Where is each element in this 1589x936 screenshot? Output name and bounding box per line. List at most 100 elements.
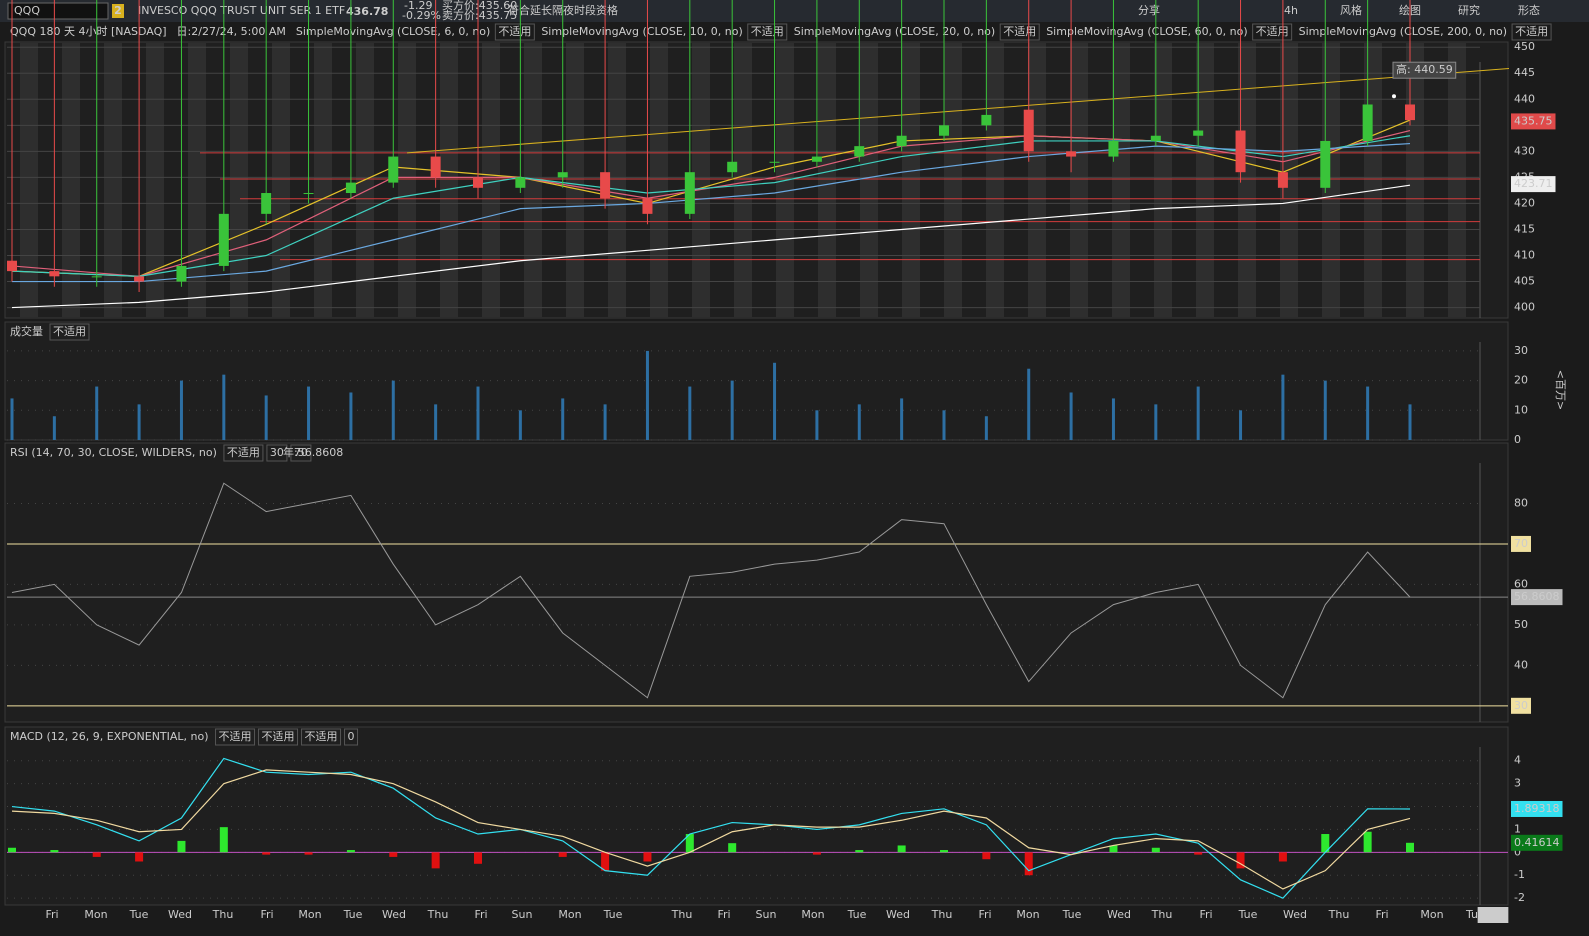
session-shade xyxy=(440,43,458,317)
reference-tag: 30 xyxy=(1514,699,1528,712)
session-shade xyxy=(902,43,920,317)
volume-bar xyxy=(1239,410,1243,440)
change: -1.29 xyxy=(404,0,432,12)
legend-zero: 0 xyxy=(348,730,355,743)
legend-na-box xyxy=(215,728,256,746)
candle-body xyxy=(727,161,738,173)
session-shade xyxy=(314,43,332,317)
candle-body xyxy=(981,114,992,126)
legend-na-box xyxy=(223,444,264,462)
x-tick-label: Mon xyxy=(84,908,107,921)
y-tick-label: 30 xyxy=(1514,344,1528,357)
x-tick-label: Thu xyxy=(671,908,693,921)
legend-item: SimpleMovingAvg (CLOSE, 200, 0, no) xyxy=(1299,25,1507,38)
volume-bar xyxy=(95,386,99,440)
high-marker xyxy=(1392,94,1396,99)
legend-year: 年:56.8608 xyxy=(283,445,343,459)
volume-bar xyxy=(1281,374,1285,440)
reference-tag: 70 xyxy=(1514,537,1528,550)
hist-tag-box xyxy=(1511,834,1563,851)
candle-body xyxy=(1193,130,1204,136)
candle-body xyxy=(1235,130,1246,173)
histogram-bar xyxy=(897,845,906,853)
macd-line xyxy=(11,757,1411,899)
candle-body xyxy=(684,172,695,214)
histogram-bar xyxy=(601,852,610,871)
time-cursor: 5:00 xyxy=(1481,908,1506,921)
y-tick-label: 430 xyxy=(1514,144,1535,157)
date-label: 日:2/27/24, 5:00 AM xyxy=(177,25,286,38)
volume-bar xyxy=(10,398,14,440)
candle-body xyxy=(218,213,229,266)
legend-na-box xyxy=(1511,23,1552,41)
x-tick-label: Tue xyxy=(1238,908,1258,921)
candle-body xyxy=(261,193,272,214)
candle-body xyxy=(515,177,526,188)
toolbar-button[interactable]: 研究 xyxy=(1458,3,1480,17)
x-tick-label: Mon xyxy=(1016,908,1039,921)
volume-bar xyxy=(391,380,395,440)
session-shade xyxy=(1448,43,1466,317)
histogram-bar xyxy=(1363,831,1372,853)
x-tick-label: Fri xyxy=(45,908,58,921)
x-tick-label: Wed xyxy=(168,908,192,921)
y-tick-label: 415 xyxy=(1514,222,1535,235)
legend-na: 不适用 xyxy=(305,730,338,743)
macd-line xyxy=(11,769,1411,890)
volume-bar xyxy=(1154,404,1158,440)
volume-bar xyxy=(349,392,353,440)
symbol-box[interactable] xyxy=(7,2,109,20)
y-tick-label: 4 xyxy=(1514,754,1521,767)
y-tick-label: 40 xyxy=(1514,658,1528,671)
histogram-bar xyxy=(219,827,228,853)
legend-na: 不适用 xyxy=(227,446,260,459)
histogram-bar xyxy=(1151,847,1160,853)
volume-bar xyxy=(222,374,226,440)
toolbar xyxy=(0,0,1589,22)
session-shade xyxy=(1406,43,1424,317)
legend-zero-box xyxy=(344,728,359,746)
x-tick-label: Wed xyxy=(1283,908,1307,921)
volume-bar xyxy=(434,404,438,440)
x-tick-label: Fri xyxy=(260,908,273,921)
y-tick-label: 50 xyxy=(1514,618,1528,631)
y-tick-label: 10 xyxy=(1514,403,1528,416)
symbol: QQQ xyxy=(14,4,40,17)
x-tick-label: Thu xyxy=(1328,908,1350,921)
candle-body xyxy=(1277,172,1288,188)
y-tick-label: 410 xyxy=(1514,249,1535,262)
volume-bar xyxy=(900,398,904,440)
legend-title: MACD (12, 26, 9, EXPONENTIAL, no) xyxy=(10,730,209,743)
session-shade xyxy=(1280,43,1298,317)
y-tick-label: 400 xyxy=(1514,301,1535,314)
histogram-bar xyxy=(812,852,821,855)
toolbar-button[interactable]: 风格 xyxy=(1340,3,1362,17)
candle-body xyxy=(811,156,822,162)
session-shade xyxy=(1196,43,1214,317)
volume-bar xyxy=(773,362,777,440)
panel xyxy=(4,442,1509,723)
x-tick-label: Fri xyxy=(1199,908,1212,921)
candle-body xyxy=(49,271,60,277)
legend-title: RSI (14, 70, 30, CLOSE, WILDERS, no) xyxy=(10,446,217,459)
legend-os: 30 xyxy=(270,446,284,459)
legend-na: 不适用 xyxy=(219,730,252,743)
x-tick-label: Mon xyxy=(558,908,581,921)
legend-title: 成交量 xyxy=(10,324,43,338)
candle-body xyxy=(134,276,145,282)
toolbar-button[interactable]: 形态 xyxy=(1518,4,1540,17)
candle-body xyxy=(303,193,314,195)
candle-body xyxy=(896,135,907,147)
legend-na: 不适用 xyxy=(498,25,531,38)
volume-bar xyxy=(1027,368,1031,440)
legend-na: 不适用 xyxy=(53,325,86,338)
toolbar-button[interactable]: 4h xyxy=(1284,4,1298,17)
volume-bar xyxy=(984,416,988,440)
last: 436.78 xyxy=(346,5,388,18)
toolbar-button[interactable]: 分享 xyxy=(1138,3,1160,17)
y-tick-label: 445 xyxy=(1514,66,1535,79)
time-cursor-box xyxy=(1477,907,1509,923)
session-shade xyxy=(1070,43,1088,317)
